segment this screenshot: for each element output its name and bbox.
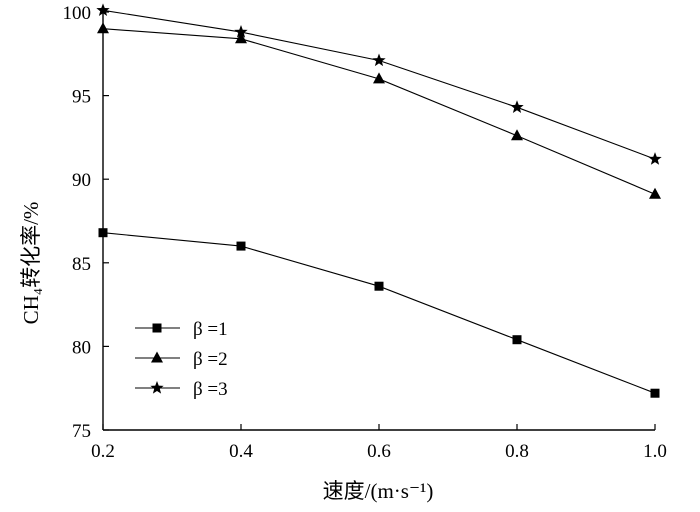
data-point	[98, 228, 108, 238]
y-axis-title: CH₄转化率/%	[19, 202, 43, 325]
series-layer	[96, 3, 662, 398]
y-tick-label: 95	[72, 87, 91, 108]
legend-marker	[152, 323, 162, 333]
series-3	[96, 3, 662, 165]
data-point	[236, 241, 246, 251]
y-tick-label: 75	[72, 421, 91, 442]
legend-marker	[150, 381, 164, 394]
y-tick-label: 90	[72, 170, 91, 191]
x-tick-label: 0.8	[505, 441, 529, 462]
y-tick-label: 100	[63, 3, 92, 24]
legend-item: β =2	[135, 349, 228, 370]
legend: β =1 β =2 β =3	[135, 319, 228, 400]
data-point	[649, 187, 661, 199]
legend-label: β =2	[193, 349, 228, 370]
data-point	[372, 53, 386, 67]
data-point	[373, 72, 385, 84]
data-point	[648, 152, 662, 165]
legend-label: β =3	[193, 379, 228, 400]
series-1	[98, 228, 660, 398]
legend-label: β =1	[193, 319, 228, 340]
legend-marker	[151, 351, 163, 363]
x-axis: 0.2 0.4 0.6 0.8 1.0	[91, 424, 667, 462]
x-axis-title: 速度/(m·s⁻¹)	[323, 479, 434, 503]
data-point	[650, 388, 660, 398]
x-tick-label: 0.6	[367, 441, 391, 462]
data-point	[512, 335, 522, 345]
legend-item: β =3	[135, 379, 228, 400]
y-tick-label: 80	[72, 337, 91, 358]
data-point	[374, 281, 384, 291]
series-line	[102, 9, 656, 160]
x-tick-label: 1.0	[643, 441, 667, 462]
data-point	[510, 100, 524, 113]
data-point	[511, 129, 523, 141]
series-2	[97, 22, 661, 199]
legend-item: β =1	[135, 319, 228, 340]
x-tick-label: 0.4	[229, 441, 253, 462]
series-line	[102, 232, 656, 394]
data-point	[235, 32, 247, 44]
data-point	[97, 22, 109, 34]
data-point	[96, 3, 110, 16]
y-tick-label: 85	[72, 254, 91, 275]
x-tick-label: 0.2	[91, 441, 115, 462]
y-axis: 75 80 85 90 95 100	[63, 3, 109, 442]
data-point	[234, 25, 248, 38]
